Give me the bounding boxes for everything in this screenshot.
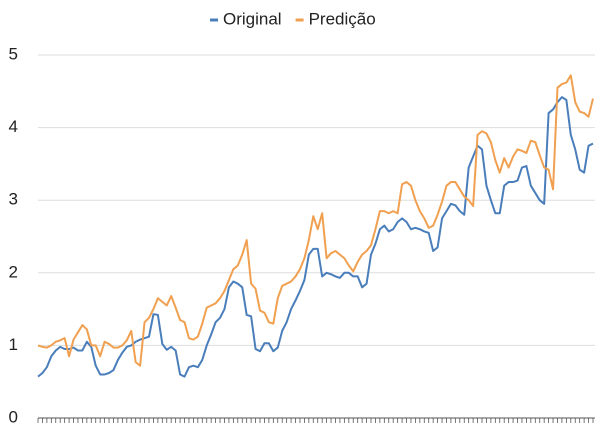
legend-label: Predição bbox=[309, 9, 376, 28]
series-line bbox=[37, 74, 594, 367]
y-tick-label: 2 bbox=[9, 262, 18, 281]
y-tick-label: 3 bbox=[9, 190, 18, 209]
y-tick-label: 1 bbox=[9, 335, 18, 354]
y-tick-label: 4 bbox=[9, 117, 18, 136]
y-tick-label: 5 bbox=[9, 44, 18, 63]
legend-label: Original bbox=[223, 9, 282, 28]
y-tick-label: 0 bbox=[9, 407, 18, 423]
series-line bbox=[37, 96, 594, 378]
